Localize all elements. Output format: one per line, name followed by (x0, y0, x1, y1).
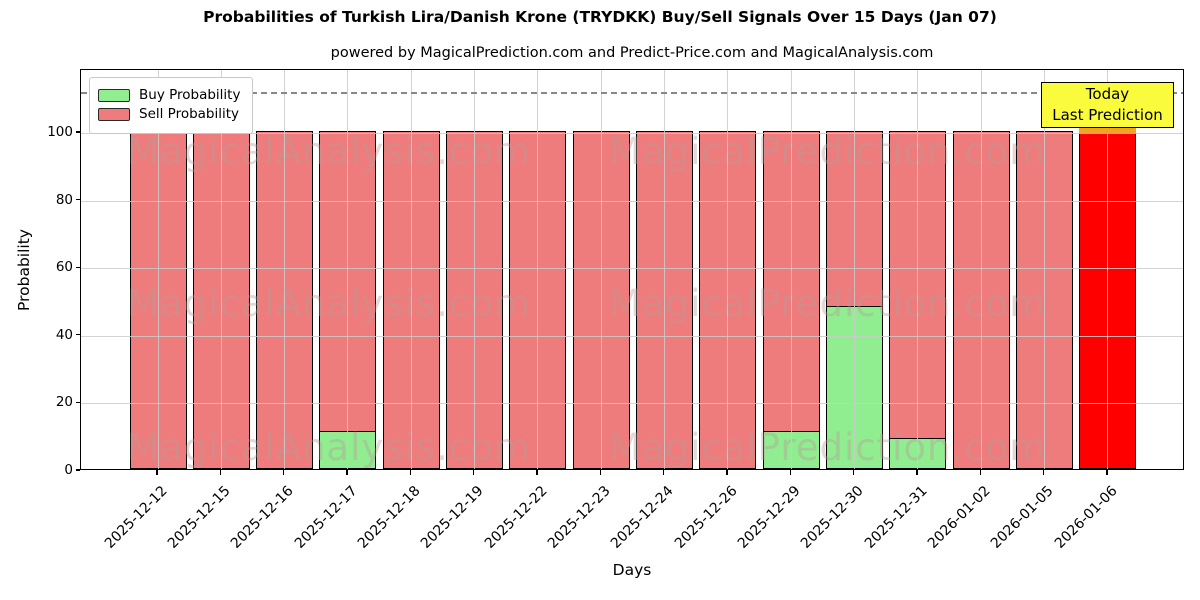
sell-probability-swatch (98, 107, 130, 121)
watermark-right-row1: MagicalPrediction.com (609, 130, 1047, 173)
y-tick-mark-20 (75, 401, 80, 404)
vertical-gridline-2025-12-24 (664, 70, 666, 469)
horizontal-gridline-40 (81, 335, 1183, 337)
x-tick-label-2025-12-23: 2025-12-23 (544, 483, 614, 552)
buy-probability-swatch (98, 88, 130, 102)
legend-label-buy: Buy Probability (139, 87, 241, 103)
watermark-left-row2: MagicalAnalysis.com (127, 282, 531, 325)
x-tick-label-2025-12-22: 2025-12-22 (481, 483, 551, 552)
horizontal-gridline-80 (81, 200, 1183, 202)
x-tick-mark-2025-12-24 (662, 470, 665, 475)
vertical-gridline-2026-01-06 (1107, 70, 1109, 469)
legend-item-sell: Sell Probability (98, 106, 240, 122)
y-tick-label-40: 40 (55, 326, 73, 343)
x-tick-mark-2025-12-17 (346, 470, 348, 475)
vertical-gridline-2025-12-18 (410, 70, 412, 469)
vertical-gridline-2025-12-29 (790, 70, 792, 469)
x-tick-label-2025-12-16: 2025-12-16 (228, 483, 297, 552)
vertical-gridline-2025-12-19 (474, 70, 476, 469)
x-tick-label-2025-12-26: 2025-12-26 (671, 483, 741, 552)
x-axis-label: Days (612, 561, 652, 579)
y-tick-label-60: 60 (55, 259, 73, 276)
today-annotation-box: Today Last Prediction (1041, 82, 1174, 128)
x-tick-label-2026-01-05: 2026-01-05 (988, 483, 1057, 552)
x-tick-label-2025-12-19: 2025-12-19 (418, 483, 487, 552)
watermark-left-row3: MagicalAnalysis.com (127, 426, 531, 469)
x-tick-mark-2025-12-19 (472, 470, 475, 475)
legend-item-buy: Buy Probability (98, 87, 240, 103)
y-tick-label-80: 80 (55, 191, 73, 208)
x-tick-mark-2025-12-26 (726, 470, 728, 475)
watermark-right-row3: MagicalPrediction.com (609, 426, 1047, 469)
x-tick-mark-2025-12-31 (916, 470, 918, 475)
y-tick-label-100: 100 (47, 124, 73, 140)
vertical-gridline-2025-12-17 (347, 70, 349, 469)
x-tick-label-2025-12-24: 2025-12-24 (608, 483, 677, 552)
x-tick-label-2025-12-31: 2025-12-31 (861, 483, 931, 552)
vertical-gridline-2025-12-31 (917, 70, 919, 469)
vertical-gridline-2026-01-05 (1044, 70, 1046, 469)
x-tick-mark-2026-01-02 (979, 470, 981, 475)
plot-area: Buy Probability Sell Probability Today L… (80, 69, 1184, 470)
vertical-gridline-2025-12-30 (854, 70, 856, 469)
y-tick-label-20: 20 (55, 394, 73, 411)
x-tick-label-2025-12-12: 2025-12-12 (101, 483, 171, 552)
x-tick-mark-2026-01-06 (1106, 470, 1108, 475)
x-tick-mark-2025-12-18 (409, 470, 411, 475)
y-tick-mark-40 (75, 334, 80, 336)
vertical-gridline-2025-12-16 (284, 70, 286, 469)
x-tick-label-2025-12-17: 2025-12-17 (291, 483, 361, 552)
x-tick-label-2025-12-15: 2025-12-15 (164, 483, 234, 552)
chart-subtitle: powered by MagicalPrediction.com and Pre… (330, 45, 934, 61)
x-tick-mark-2025-12-16 (282, 470, 285, 475)
x-tick-label-2025-12-29: 2025-12-29 (734, 483, 804, 552)
vertical-gridline-2025-12-12 (157, 70, 159, 469)
y-tick-mark-60 (75, 266, 80, 268)
dashed-guide-line (81, 92, 1183, 94)
today-annotation-line1: Today (1085, 85, 1130, 103)
today-annotation-line2: Last Prediction (1052, 106, 1163, 124)
x-tick-mark-2025-12-23 (599, 470, 601, 475)
x-tick-mark-2025-12-29 (789, 470, 791, 475)
y-tick-label-0: 0 (64, 462, 73, 478)
x-tick-label-2026-01-06: 2026-01-06 (1051, 483, 1121, 552)
x-tick-mark-2025-12-12 (156, 470, 158, 475)
horizontal-gridline-20 (81, 403, 1183, 405)
legend: Buy Probability Sell Probability (89, 77, 254, 134)
y-tick-mark-0 (75, 469, 80, 471)
legend-label-sell: Sell Probability (139, 106, 240, 122)
watermark-left-row1: MagicalAnalysis.com (127, 130, 531, 173)
annotation-bar-overlap (1079, 128, 1137, 134)
x-tick-mark-2026-01-05 (1042, 470, 1045, 475)
horizontal-gridline-100 (81, 133, 1183, 134)
watermark-right-row2: MagicalPrediction.com (609, 282, 1047, 325)
y-tick-mark-100 (75, 131, 80, 133)
vertical-gridline-2025-12-23 (600, 70, 602, 469)
x-tick-mark-2025-12-15 (219, 470, 222, 475)
chart-title: Probabilities of Turkish Lira/Danish Kro… (203, 8, 997, 26)
x-tick-label-2025-12-18: 2025-12-18 (354, 483, 424, 552)
vertical-gridline-2025-12-26 (727, 70, 729, 469)
horizontal-gridline-60 (81, 268, 1183, 270)
vertical-gridline-2026-01-02 (980, 70, 982, 469)
x-tick-mark-2025-12-30 (852, 470, 855, 475)
x-tick-label-2026-01-02: 2026-01-02 (924, 483, 994, 552)
vertical-gridline-2025-12-15 (220, 70, 222, 469)
x-tick-mark-2025-12-22 (536, 470, 538, 475)
y-tick-mark-80 (75, 198, 80, 201)
x-tick-label-2025-12-30: 2025-12-30 (798, 483, 867, 552)
vertical-gridline-2025-12-22 (537, 70, 539, 469)
